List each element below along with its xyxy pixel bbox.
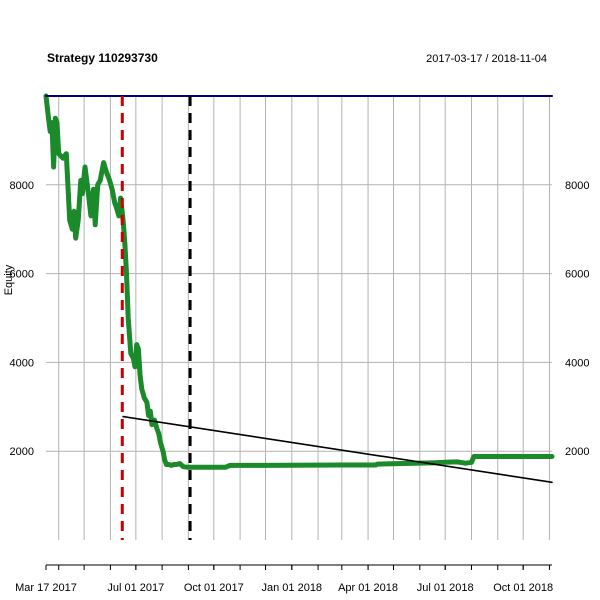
axis-layer: Mar 17 2017 Jul 01 2017 Oct 01 2017 Jan 01 …: [10, 180, 590, 594]
date-range-label: 2017-03-17 / 2018-11-04: [426, 53, 547, 65]
marker-layer: [120, 96, 192, 540]
x-tick-label: Mar 17 2017: [15, 582, 77, 594]
y-axis-label: Equity: [3, 264, 15, 295]
chart-title: Strategy 110293730: [47, 51, 158, 65]
x-tick-label: Jan 01 2018: [262, 582, 323, 594]
y-tick-label-left: 4000: [10, 357, 34, 369]
x-tick-label: Oct 01 2018: [493, 582, 553, 594]
series-equity: [43, 93, 555, 470]
y-tick-label-right: 4000: [565, 357, 589, 369]
y-tick-label-right: 8000: [565, 180, 589, 192]
x-tick-label: Apr 01 2018: [338, 582, 398, 594]
x-tick-label: Jul 01 2018: [417, 582, 474, 594]
y-tick-label-left: 6000: [10, 269, 34, 281]
y-tick-label-right: 6000: [565, 269, 589, 281]
y-tick-label-right: 2000: [565, 446, 589, 458]
series-trend: [122, 415, 553, 484]
y-tick-label-left: 8000: [10, 180, 34, 192]
x-tick-label: Jul 01 2017: [107, 582, 164, 594]
x-tick-label: Oct 01 2017: [184, 582, 244, 594]
y-tick-label-left: 2000: [10, 446, 34, 458]
series-layer: [43, 93, 555, 484]
